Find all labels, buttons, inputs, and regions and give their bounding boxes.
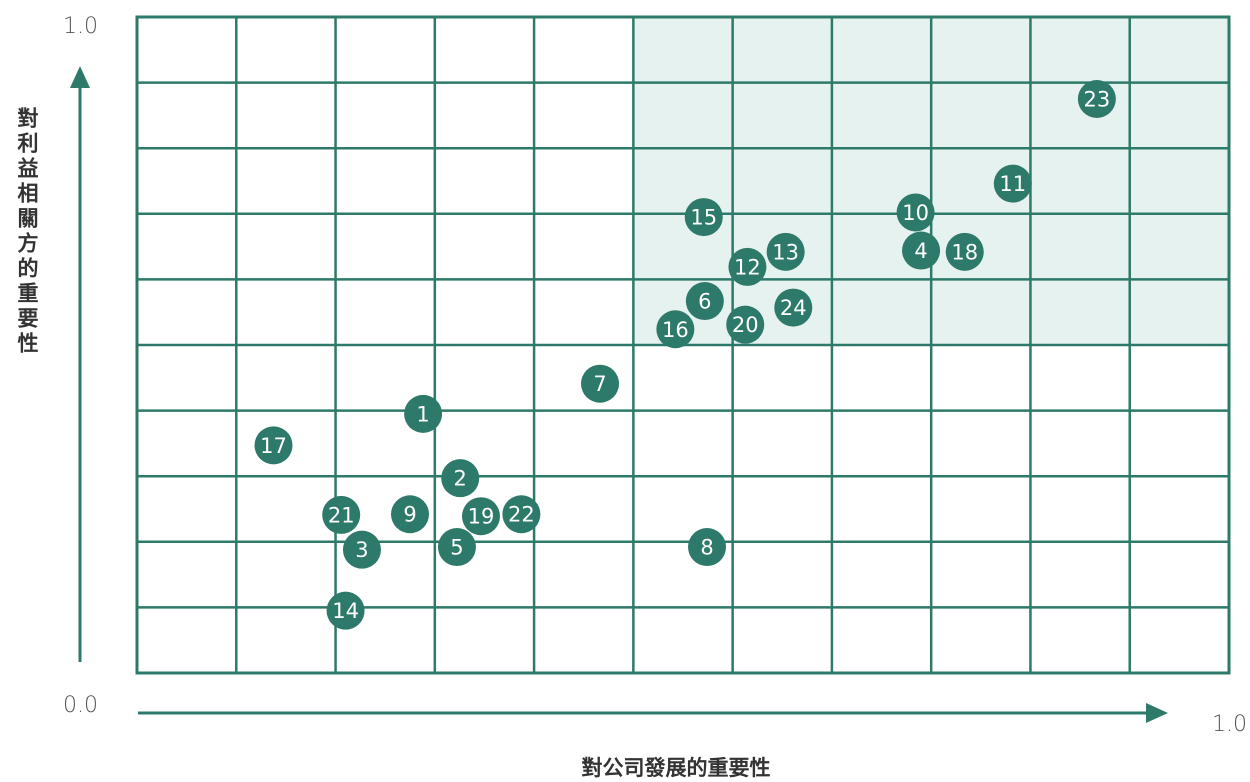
data-point-3 bbox=[342, 530, 381, 569]
data-point-label-19: 19 bbox=[468, 505, 495, 529]
data-point-8 bbox=[688, 528, 727, 567]
y-axis-arrowhead bbox=[70, 66, 90, 88]
data-point-label-20: 20 bbox=[732, 313, 759, 337]
x-tick-max: 1.0 bbox=[1212, 712, 1247, 737]
data-point-22 bbox=[502, 495, 541, 534]
data-point-4 bbox=[902, 231, 941, 270]
data-point-7 bbox=[581, 364, 620, 403]
data-point-label-10: 10 bbox=[902, 201, 929, 225]
data-point-21 bbox=[322, 495, 361, 534]
y-tick-max: 1.0 bbox=[63, 14, 98, 39]
data-point-label-18: 18 bbox=[951, 240, 978, 264]
y-tick-min: 0.0 bbox=[63, 693, 98, 718]
data-point-label-21: 21 bbox=[328, 503, 355, 527]
data-point-label-2: 2 bbox=[454, 467, 467, 491]
data-point-label-1: 1 bbox=[416, 402, 429, 426]
data-point-9 bbox=[391, 495, 429, 534]
data-point-label-14: 14 bbox=[332, 599, 359, 623]
data-point-17 bbox=[254, 426, 293, 465]
data-point-label-4: 4 bbox=[914, 239, 927, 263]
data-point-label-7: 7 bbox=[593, 372, 606, 396]
data-point-18 bbox=[945, 232, 984, 271]
data-point-11 bbox=[993, 164, 1032, 203]
data-point-label-22: 22 bbox=[508, 503, 535, 527]
data-point-6 bbox=[685, 282, 724, 321]
data-point-label-5: 5 bbox=[450, 536, 463, 560]
data-point-19 bbox=[461, 497, 500, 536]
x-axis-arrowhead bbox=[1146, 703, 1168, 723]
data-point-10 bbox=[896, 193, 935, 232]
data-point-label-8: 8 bbox=[700, 536, 713, 560]
data-point-label-15: 15 bbox=[690, 206, 717, 230]
data-point-label-9: 9 bbox=[403, 503, 416, 527]
data-point-label-17: 17 bbox=[260, 434, 287, 458]
data-point-16 bbox=[656, 310, 695, 349]
x-axis-title: 對公司發展的重要性 bbox=[582, 756, 771, 780]
data-point-label-23: 23 bbox=[1084, 88, 1111, 112]
data-point-2 bbox=[441, 459, 480, 498]
data-point-label-11: 11 bbox=[999, 172, 1026, 196]
y-axis-title: 對利益相關方的重要性 bbox=[15, 107, 39, 357]
data-point-label-3: 3 bbox=[355, 538, 368, 562]
data-point-12 bbox=[728, 247, 767, 286]
plot-border bbox=[135, 15, 1231, 675]
data-point-label-13: 13 bbox=[772, 240, 799, 264]
data-point-label-16: 16 bbox=[662, 318, 689, 342]
data-point-1 bbox=[404, 394, 443, 433]
data-point-label-12: 12 bbox=[734, 255, 761, 279]
data-point-14 bbox=[326, 591, 365, 630]
data-point-23 bbox=[1077, 80, 1116, 118]
data-point-5 bbox=[437, 528, 476, 567]
data-point-24 bbox=[774, 288, 813, 327]
data-point-13 bbox=[766, 232, 805, 271]
data-point-20 bbox=[726, 305, 765, 344]
data-point-label-24: 24 bbox=[780, 296, 807, 320]
data-point-15 bbox=[684, 198, 723, 237]
data-point-label-6: 6 bbox=[698, 290, 711, 314]
